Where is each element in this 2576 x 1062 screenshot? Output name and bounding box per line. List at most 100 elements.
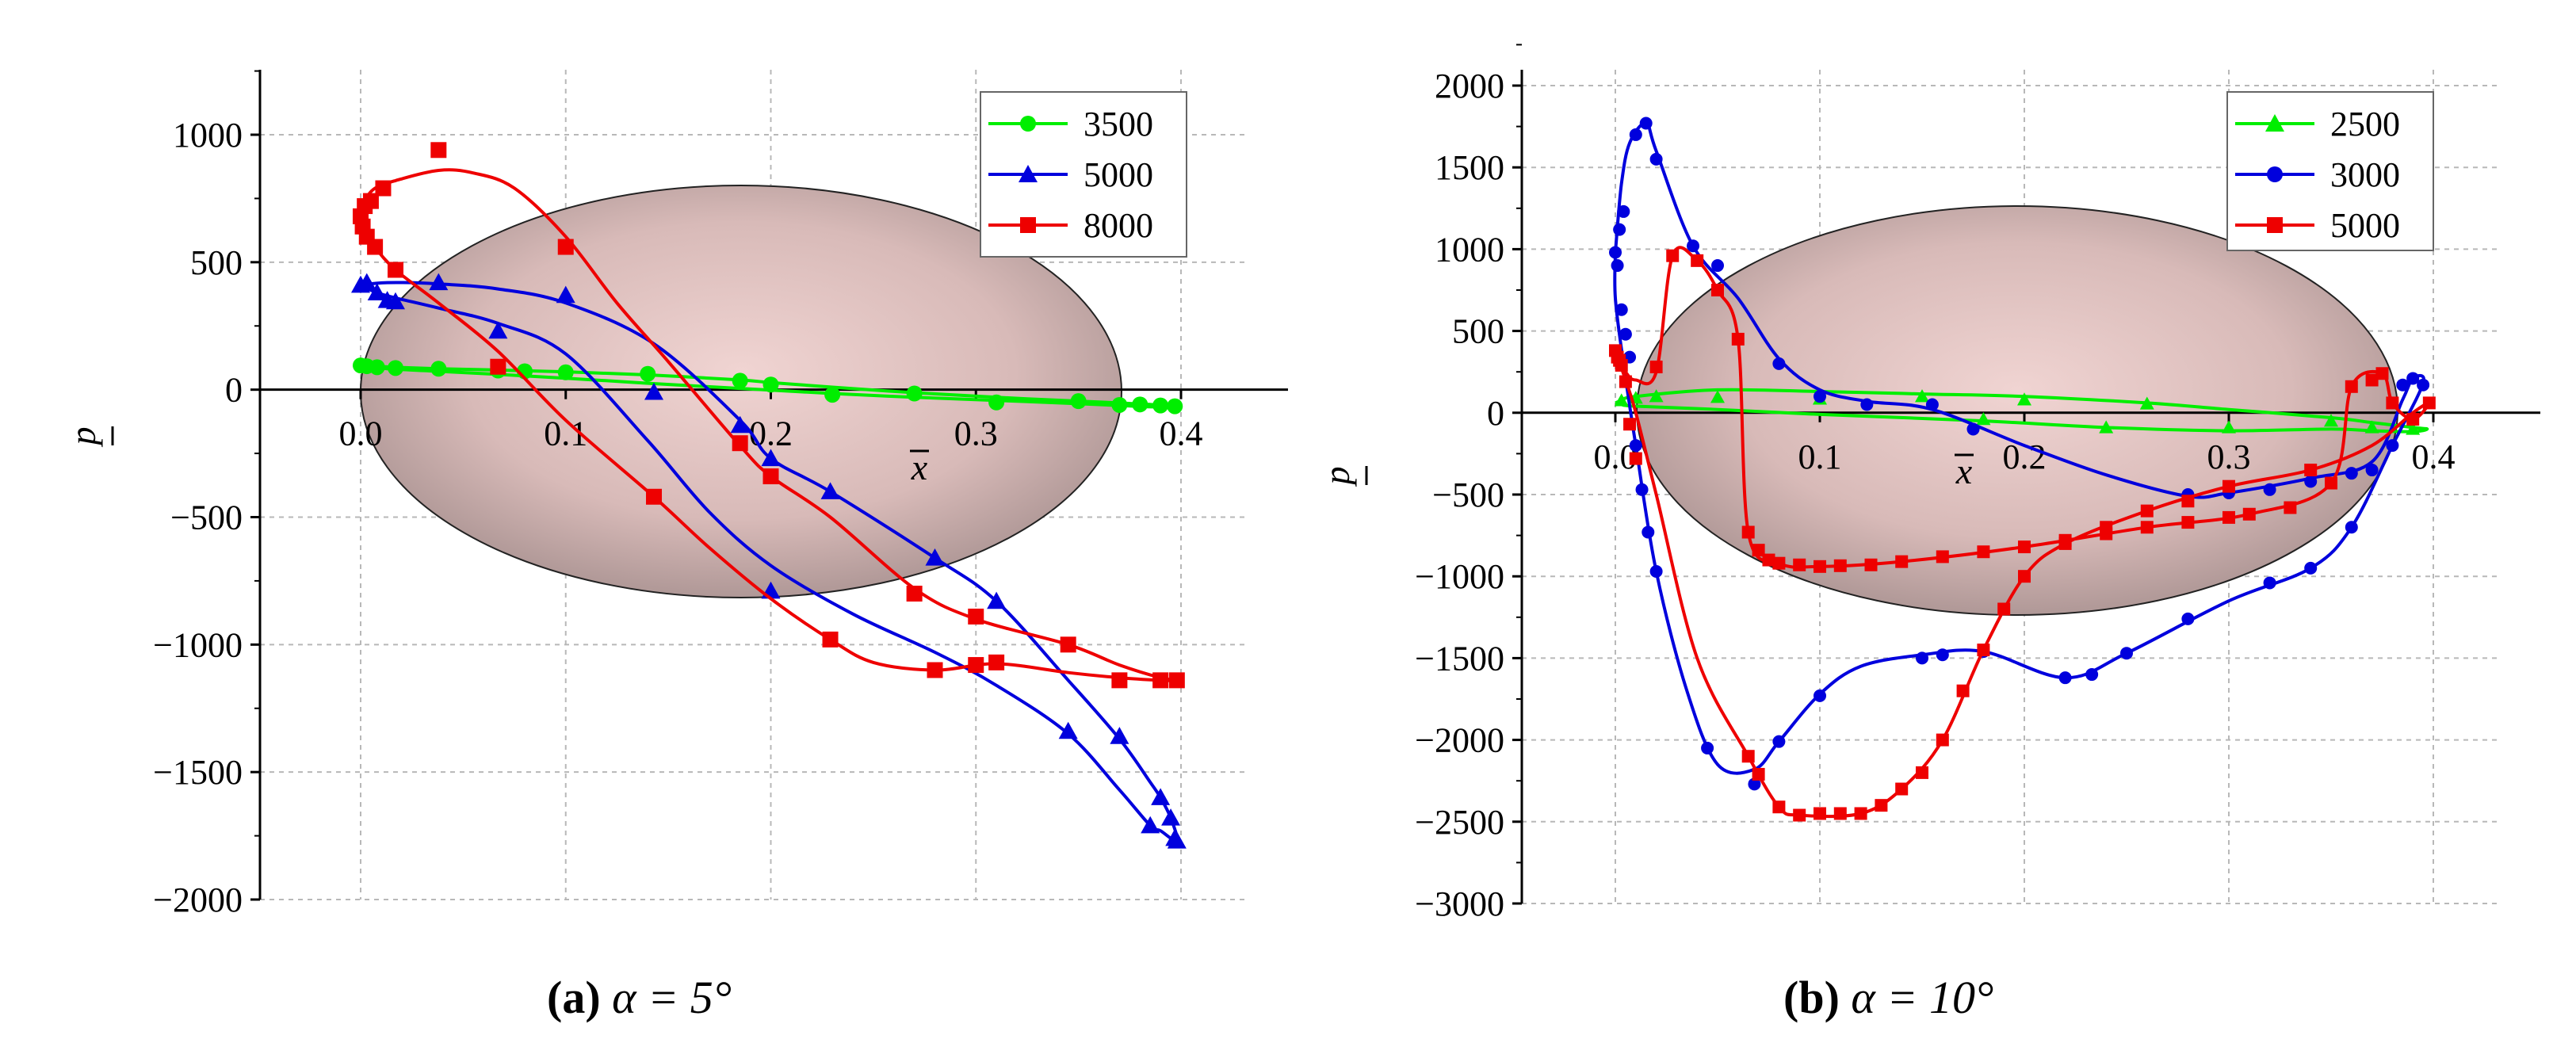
a-series-3500-point-18 [1167,398,1183,414]
b-series-5000-point-13 [1752,544,1765,557]
a-series-3500-point-17 [1152,397,1169,414]
a-series-3500-point-15 [1111,396,1128,413]
b-series-5000-point-45 [1997,602,2011,616]
a-series-8000-point-15 [906,586,923,602]
b-series-5000-point-53 [1833,807,1847,820]
b-ytick-label-5: −500 [1432,476,1504,514]
a-series-3500-point-14 [1070,393,1087,410]
b-series-5000-point-37 [2422,396,2436,410]
b-series-5000-point-17 [1814,560,1826,573]
a-series-8000-point-19 [988,654,1005,670]
b-series-3000-point-1 [1611,259,1624,273]
b-series-3000-point-28 [2406,372,2420,385]
a-ytick-label-3: −500 [170,499,243,537]
b-series-2500-point-9 [2324,414,2338,427]
b-series-5000-point-19 [1864,558,1878,571]
b-series-3000-point-41 [1814,689,1826,702]
a-series-8000-point-7 [387,262,403,278]
a-legend-label-3500: 3500 [1084,105,1153,143]
a-series-5000-point-1 [357,273,376,291]
a-series-8000-point-11 [646,488,663,505]
b-series-5000-point-36 [2406,413,2420,426]
b-series-5000-point-32 [2345,380,2358,393]
a-series-8000-point-9 [490,358,506,375]
b-series-2500-point-10 [2364,420,2379,434]
b-legend-label-3000: 3000 [2330,155,2400,194]
a-series-5000-point-9 [730,415,750,434]
b-series-5000-point-7 [1649,361,1663,374]
b-series-3000-point-14 [1687,239,1700,253]
b-series-3000-point-35 [2120,647,2133,660]
a-legend-marker-3500 [1020,116,1036,132]
b-series-5000-point-6 [1629,452,1642,465]
a-series-3500-point-3 [387,360,403,376]
a-series-8000-point-5 [367,239,384,255]
b-series-5000-point-27 [2181,516,2195,529]
b-series-2500-point-11 [2406,422,2421,435]
b-series-2500-point-6 [2017,392,2031,406]
caption-b: (b) α = 10° [1783,971,1993,1024]
b-series-2500-point-8 [2222,420,2236,434]
b-y-axis-title: p [1317,467,1357,487]
b-series-3000-point-8 [1639,117,1653,130]
b-series-5000-point-51 [1875,799,1888,812]
a-series-8000-point-6 [375,180,392,197]
b-series-3000-point-43 [1748,777,1761,791]
b-series-5000-point-26 [2140,521,2154,534]
a-series-5000-point-18 [1161,808,1181,826]
b-series-5000-point-30 [2284,501,2297,514]
b-series-5000-point-14 [1762,553,1775,567]
b-series-3000-point-10 [1629,439,1642,453]
b-series-5000-point-44 [2018,570,2031,583]
a-series-8000-point-17 [968,608,984,625]
b-series-5000-point-23 [2018,541,2031,554]
caption-a: (a) α = 5° [547,971,732,1024]
b-series-3000-point-30 [2386,439,2399,453]
a-series-8000-point-13 [762,468,779,485]
caption-b-label: (b) [1783,972,1840,1023]
a-series-5000-point-14 [1058,721,1078,739]
a-ytick-label-0: −2000 [153,881,243,919]
b-series-5000-point-56 [1772,800,1786,814]
b-xtick-label-3: 0.3 [2207,437,2251,476]
b-series-5000-point-5 [1623,418,1637,431]
b-series-3000-point-44 [1701,741,1714,754]
b-series-3000-point-23 [2263,483,2276,496]
caption-b-text: α = 10° [1851,972,1994,1023]
a-series-5000-point-6 [488,321,508,339]
a-series-8000-point-16 [927,662,943,678]
b-series-5000-point-46 [1977,644,1990,657]
b-ytick-label-2: −2000 [1415,721,1504,760]
b-series-5000-point-39 [2222,479,2235,493]
b-series-2500-point-0 [1614,393,1629,407]
a-series-8000-point-12 [732,435,748,452]
b-series-2500-point-12 [2099,420,2114,434]
b-series-5000-point-33 [2365,373,2379,387]
b-series-5000-point-18 [1833,559,1847,572]
b-series-5000-point-48 [1936,733,1949,747]
a-series-3500-point-8 [640,365,656,382]
a-series-8000-point-18 [968,657,984,674]
b-series-5000-point-52 [1854,807,1867,820]
b-series-5000-point-10 [1711,284,1724,296]
b-series-3000-point-42 [1772,735,1786,748]
b-series-3000-point-27 [2396,378,2410,392]
a-series-5000-point-17 [1151,788,1171,805]
a-series-8000-point-10 [557,239,574,255]
b-series-2500-point-7 [2139,396,2154,410]
b-series-5000-point-29 [2242,507,2256,521]
a-ytick-label-1: −1500 [153,753,243,792]
b-ytick-label-6: 0 [1487,394,1504,433]
b-series-3000-line [1613,121,2425,775]
b-series-5000-point-58 [1741,750,1755,763]
caption-a-text: α = 5° [612,972,732,1023]
b-series-5000-point-57 [1752,767,1765,781]
b-series-3000-point-2 [1613,223,1626,236]
a-series-5000-point-5 [429,273,449,291]
a-series-5000-point-15 [1110,727,1129,744]
b-xtick-label-1: 0.1 [1798,437,1842,476]
b-ytick-label-1: −2500 [1415,803,1504,842]
a-series-5000-point-2 [367,283,387,301]
b-ytick-label-10: 2000 [1435,67,1504,105]
